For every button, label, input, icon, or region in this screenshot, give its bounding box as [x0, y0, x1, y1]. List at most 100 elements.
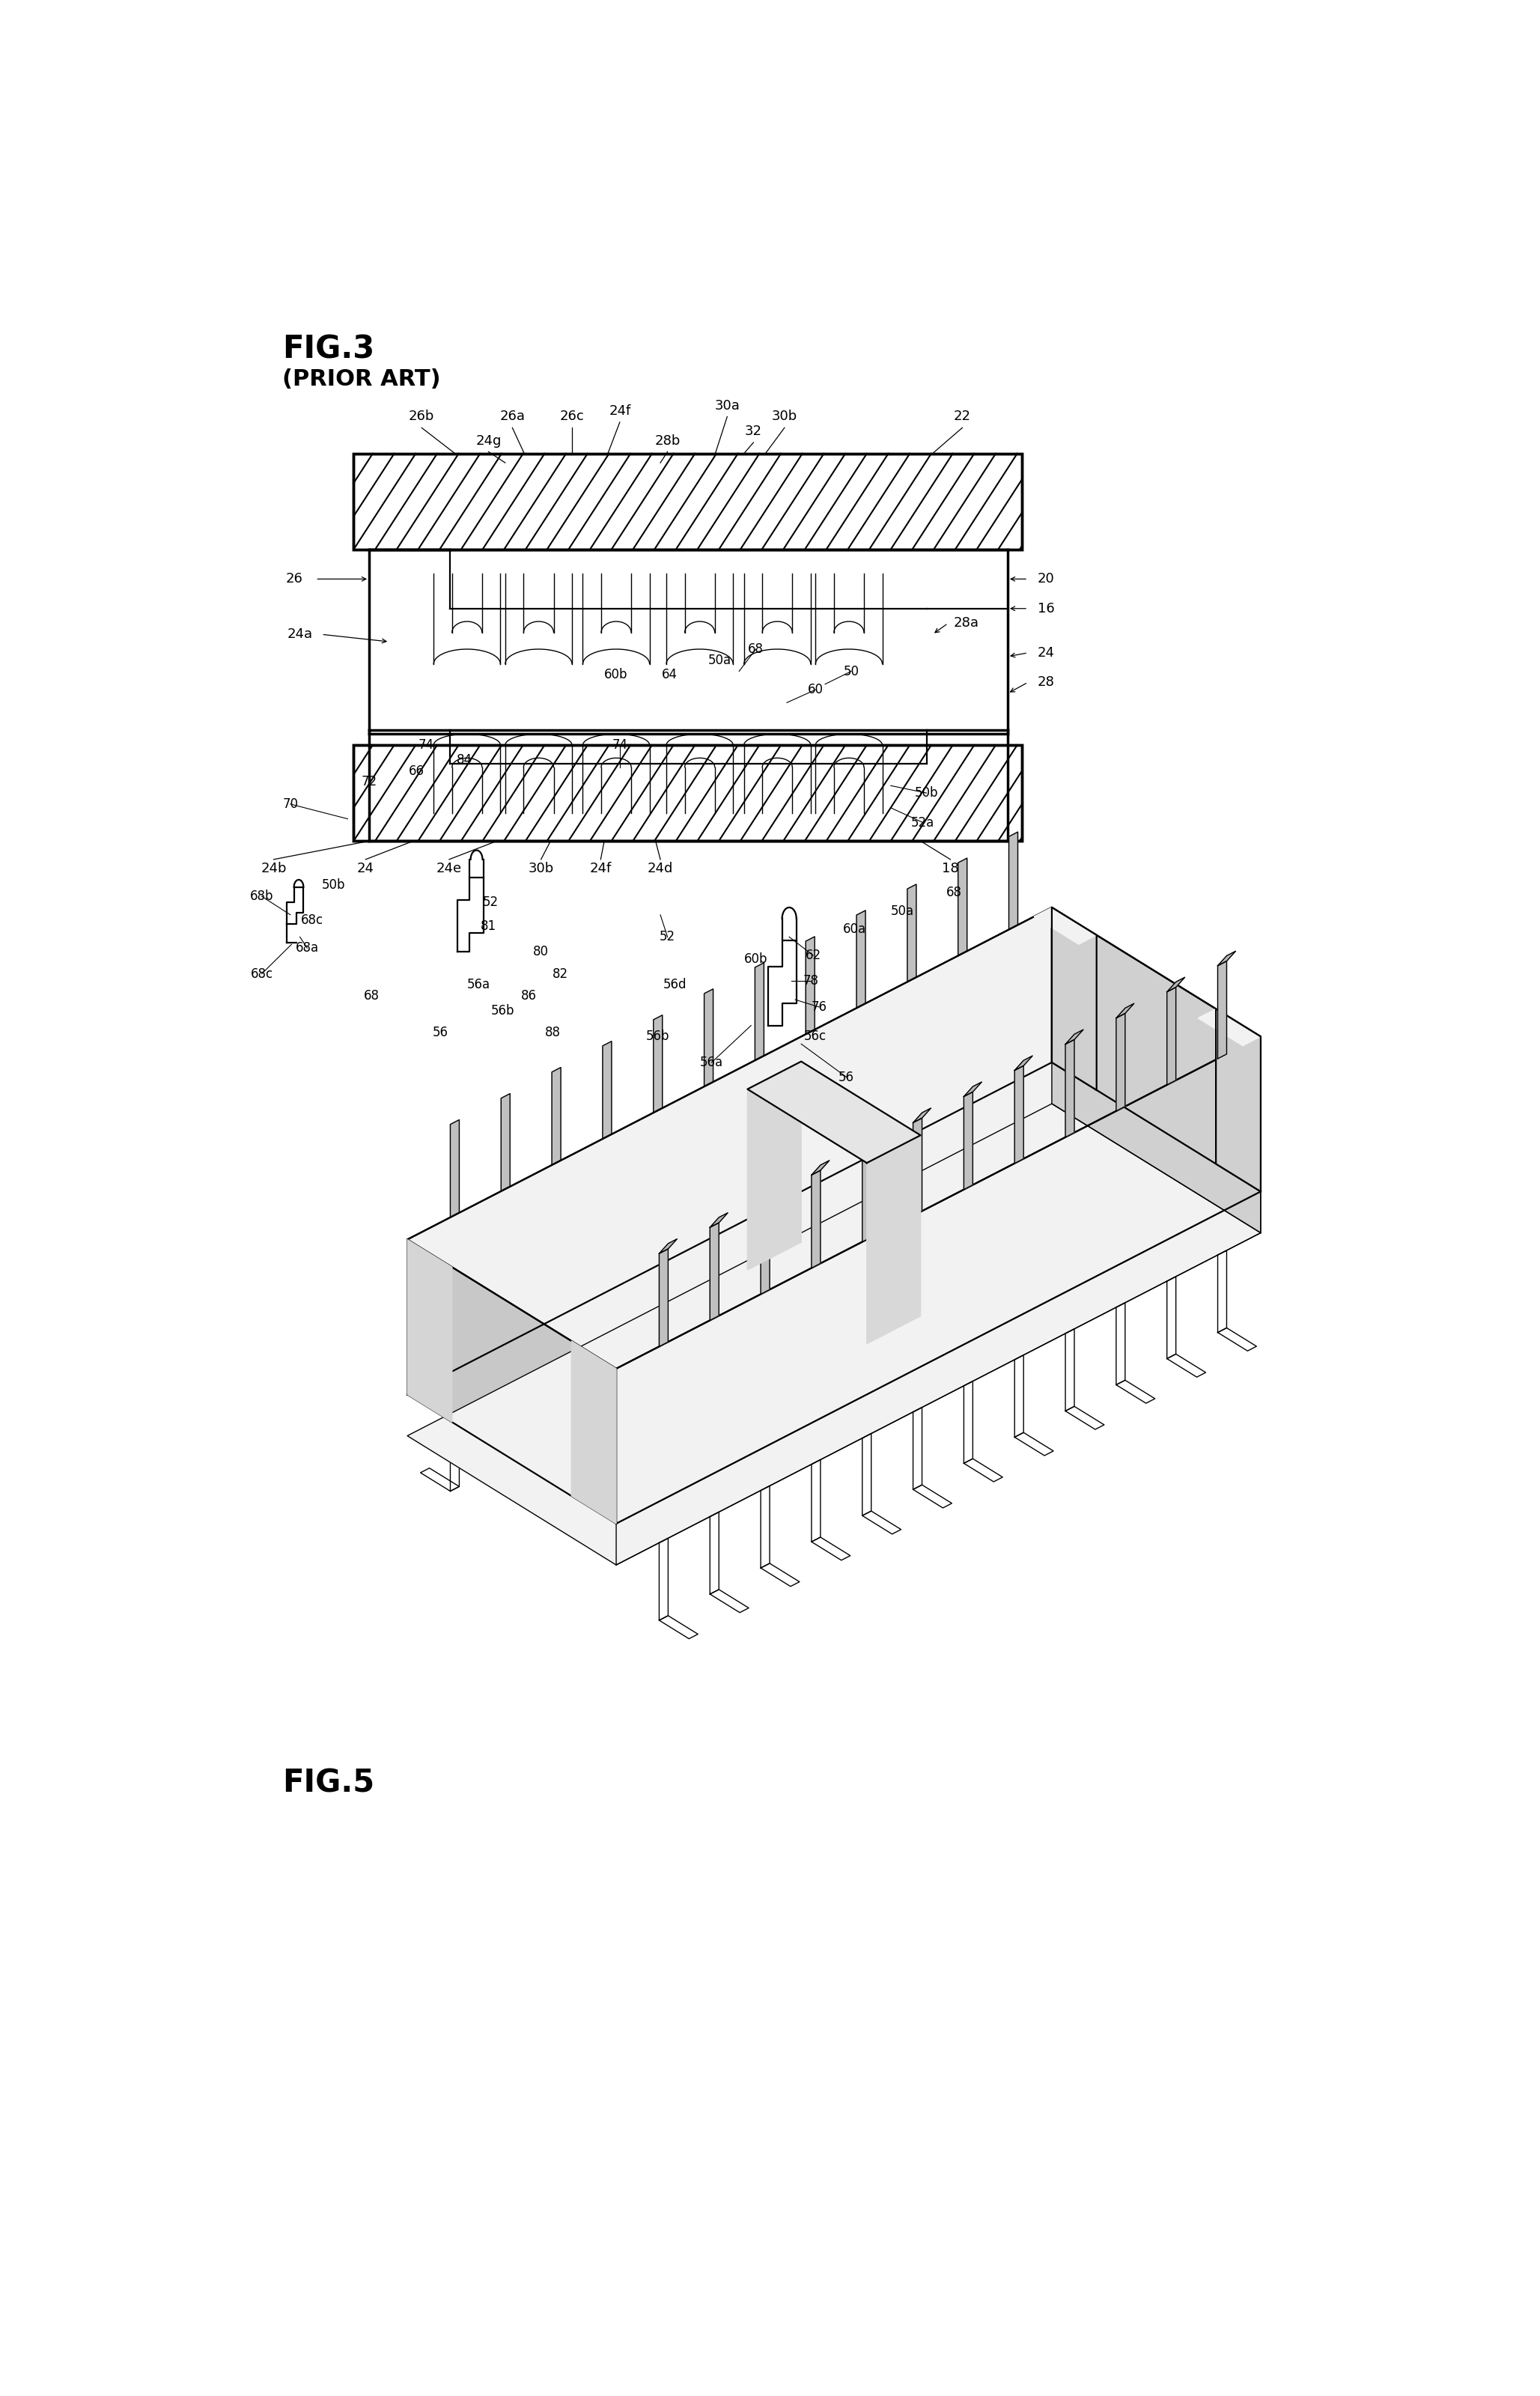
Bar [354, 453, 1023, 549]
Polygon shape [659, 1239, 678, 1253]
Text: 56d: 56d [662, 978, 687, 992]
Polygon shape [761, 1186, 779, 1200]
Polygon shape [710, 1222, 719, 1320]
Text: 24e: 24e [436, 863, 462, 875]
Text: 62: 62 [805, 949, 821, 963]
Polygon shape [913, 1107, 932, 1124]
Text: 30b: 30b [528, 863, 554, 875]
Polygon shape [862, 1133, 881, 1148]
Text: 24b: 24b [260, 863, 286, 875]
Polygon shape [1015, 1066, 1024, 1164]
Text: 64: 64 [662, 668, 678, 683]
Text: 56c: 56c [804, 1030, 827, 1042]
Text: 84: 84 [457, 752, 473, 767]
Text: 26b: 26b [408, 410, 434, 424]
Polygon shape [1052, 1061, 1261, 1234]
Text: 70: 70 [282, 798, 299, 810]
Polygon shape [747, 1061, 921, 1162]
Polygon shape [407, 1239, 453, 1423]
Polygon shape [1198, 1009, 1261, 1045]
Text: 68b: 68b [249, 889, 274, 903]
Text: 26c: 26c [559, 410, 584, 424]
Text: 80: 80 [533, 944, 548, 958]
Polygon shape [761, 1196, 770, 1294]
Text: 50a: 50a [708, 654, 732, 666]
Text: 50b: 50b [322, 879, 345, 891]
Text: 24: 24 [357, 863, 374, 875]
Text: 56b: 56b [491, 1004, 514, 1018]
Text: 50: 50 [844, 664, 859, 678]
Text: 50a: 50a [892, 903, 915, 918]
Text: 60b: 60b [604, 668, 628, 683]
Polygon shape [602, 1042, 611, 1138]
Text: 18: 18 [942, 863, 959, 875]
Polygon shape [1015, 1057, 1032, 1071]
Text: 88: 88 [545, 1025, 561, 1040]
Polygon shape [856, 910, 865, 1009]
Text: 52: 52 [659, 930, 676, 944]
Text: 24f: 24f [590, 863, 611, 875]
Polygon shape [958, 858, 967, 956]
Polygon shape [867, 1136, 921, 1344]
Text: 16: 16 [1038, 601, 1055, 616]
Polygon shape [450, 1119, 459, 1217]
Polygon shape [407, 1105, 1261, 1565]
Text: 52: 52 [484, 896, 499, 908]
Text: 56a: 56a [467, 978, 491, 992]
Text: 68: 68 [363, 990, 379, 1002]
Text: 68c: 68c [300, 913, 323, 927]
Text: 78: 78 [802, 975, 819, 987]
Text: 22: 22 [953, 410, 970, 424]
Text: 24d: 24d [647, 863, 673, 875]
Text: 68: 68 [748, 642, 764, 657]
Polygon shape [964, 1083, 981, 1097]
Polygon shape [616, 1191, 1261, 1565]
Polygon shape [1167, 978, 1184, 992]
Polygon shape [710, 1212, 728, 1227]
Polygon shape [1217, 1009, 1261, 1191]
Text: FIG.5: FIG.5 [282, 1768, 374, 1799]
Text: 30b: 30b [772, 410, 798, 424]
Polygon shape [1066, 1030, 1083, 1045]
Polygon shape [407, 908, 1052, 1394]
Text: 32: 32 [745, 424, 762, 438]
Polygon shape [407, 1239, 616, 1524]
Text: 72: 72 [362, 776, 377, 788]
Text: 74: 74 [419, 738, 434, 752]
Text: 26: 26 [285, 573, 302, 585]
Polygon shape [1116, 1014, 1126, 1112]
Text: 60b: 60b [744, 951, 767, 966]
Text: 56a: 56a [701, 1057, 724, 1069]
Text: 24: 24 [1038, 647, 1055, 659]
Polygon shape [653, 1016, 662, 1112]
Text: 26a: 26a [499, 410, 525, 424]
Polygon shape [1052, 908, 1096, 1090]
Text: 24a: 24a [286, 628, 313, 642]
Text: 68a: 68a [296, 942, 319, 954]
Text: 86: 86 [521, 990, 537, 1002]
Text: 28: 28 [1038, 676, 1055, 690]
Polygon shape [616, 1037, 1261, 1524]
Polygon shape [659, 1248, 668, 1347]
Polygon shape [1052, 908, 1261, 1191]
Text: 76: 76 [812, 999, 827, 1014]
Polygon shape [812, 1160, 830, 1174]
Text: 68: 68 [946, 887, 962, 898]
Polygon shape [1116, 1004, 1133, 1018]
Bar [354, 745, 1023, 841]
Polygon shape [500, 1093, 510, 1191]
Polygon shape [747, 1061, 801, 1270]
Polygon shape [964, 1093, 973, 1188]
Polygon shape [755, 963, 764, 1061]
Polygon shape [571, 1342, 616, 1524]
Polygon shape [1033, 908, 1096, 944]
Text: 28a: 28a [953, 616, 978, 630]
Text: 56: 56 [839, 1071, 855, 1083]
Bar [354, 453, 1023, 549]
Polygon shape [551, 1069, 561, 1164]
Text: 20: 20 [1038, 573, 1055, 585]
Text: 28b: 28b [654, 434, 681, 448]
Polygon shape [407, 908, 1261, 1368]
Text: 60: 60 [807, 683, 824, 697]
Text: 60a: 60a [844, 922, 867, 937]
